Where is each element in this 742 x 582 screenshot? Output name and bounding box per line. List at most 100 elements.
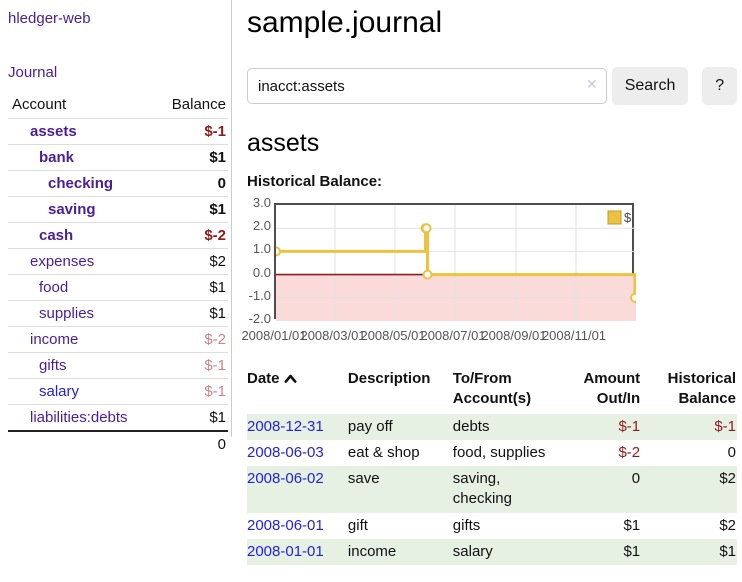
y-axis-tick-label: 3.0 xyxy=(252,195,271,210)
accounts-column-header: To/From Account(s) xyxy=(452,370,532,408)
transaction-accounts: gifts xyxy=(452,516,481,534)
account-balance: $-2 xyxy=(154,222,228,249)
sidebar-account-row: salary $-1 xyxy=(8,378,228,405)
x-axis-tick-label: 2008/03/01 xyxy=(300,328,366,343)
transaction-amount: 0 xyxy=(631,470,641,487)
transaction-amount: $1 xyxy=(623,542,641,560)
x-axis-tick-label: 2008/01/01 xyxy=(241,328,307,343)
transaction-date-link[interactable]: 2008-01-01 xyxy=(247,542,324,560)
transaction-description: gift xyxy=(347,516,368,534)
transaction-date-link[interactable]: 2008-12-31 xyxy=(247,417,324,435)
transaction-balance: 0 xyxy=(727,443,736,461)
register-row: 2008-01-01 income salary $1 $1 xyxy=(247,538,737,565)
transaction-balance: $2 xyxy=(719,516,736,534)
y-axis-tick-label: 0.0 xyxy=(252,264,271,280)
register-table: Date Description To/From Account(s) Amou… xyxy=(247,367,737,565)
account-balance: $1 xyxy=(209,409,226,426)
chart-legend-label: $ xyxy=(624,210,632,225)
sidebar-account-row: assets $-1 xyxy=(8,118,228,145)
date-column-header[interactable]: Date xyxy=(247,367,344,414)
transaction-accounts: saving, checking xyxy=(452,470,512,508)
sidebar-account-row: income $-2 xyxy=(8,326,228,353)
account-heading: assets xyxy=(247,129,320,157)
accounts-table-body: assets $-1 bank $1 checking 0 saving $1 … xyxy=(8,118,228,432)
register-table-body: 2008-12-31 pay off debts $-1 $-1 2008-06… xyxy=(247,413,737,565)
app-title-link[interactable]: hledger-web xyxy=(8,10,91,27)
sidebar: hledger-web Journal Account Balance asse… xyxy=(0,0,232,457)
account-link[interactable]: checking xyxy=(48,175,114,192)
page-title: sample.journal xyxy=(247,6,443,39)
description-column-header: Description xyxy=(347,370,431,387)
register-row: 2008-06-02 save saving, checking 0 $2 xyxy=(247,466,737,513)
sidebar-item-journal[interactable]: Journal xyxy=(8,64,58,81)
main-content: sample.journal ✕ Search ? assets Histori… xyxy=(241,0,737,565)
transaction-balance: $2 xyxy=(719,470,736,487)
clear-search-icon[interactable]: ✕ xyxy=(585,76,598,92)
transaction-balance: $-1 xyxy=(714,417,736,435)
register-header-row: Date Description To/From Account(s) Amou… xyxy=(247,367,737,414)
account-link[interactable]: bank xyxy=(39,149,75,166)
x-axis-tick-label: 2008/05/01 xyxy=(360,328,426,343)
accounts-column-header: Account xyxy=(8,94,155,119)
transaction-date-link[interactable]: 2008-06-02 xyxy=(247,470,324,487)
account-link[interactable]: assets xyxy=(30,123,77,140)
account-link[interactable]: salary xyxy=(39,383,80,400)
sidebar-account-row: checking 0 xyxy=(8,170,228,197)
search-form: ✕ Search ? xyxy=(247,67,737,105)
chart-title: Historical Balance: xyxy=(247,173,383,190)
x-axis-tick-label: 2008/11/01 xyxy=(541,328,607,343)
chart-plot-area: $ xyxy=(274,203,636,321)
transaction-amount: $-1 xyxy=(618,417,641,435)
account-balance: $1 xyxy=(154,144,228,171)
account-balance: $-1 xyxy=(154,378,228,405)
sidebar-account-row: liabilities:debts $1 xyxy=(8,405,228,432)
transaction-description: eat & shop xyxy=(347,443,420,461)
account-balance: $-1 xyxy=(154,118,228,145)
balance-column-header: Historical Balance xyxy=(667,370,736,408)
sidebar-account-row: bank $1 xyxy=(8,144,228,171)
sidebar-account-row: gifts $-1 xyxy=(8,352,228,379)
account-balance: $2 xyxy=(154,248,228,275)
account-balance: $-1 xyxy=(154,352,228,379)
historical-balance-chart: $ 3.0 2.0 1.0 0.0 -1.0 -2.0 2008/01/01 2008/03/… xyxy=(241,196,737,351)
y-axis-tick-label: 2.0 xyxy=(252,218,271,234)
amount-column-header: Amount Out/In xyxy=(583,370,641,408)
transaction-date-link[interactable]: 2008-06-01 xyxy=(247,516,324,534)
balance-column-header: Balance xyxy=(154,94,228,119)
sort-ascending-icon xyxy=(284,374,297,383)
y-axis-tick-label: 1.0 xyxy=(252,241,271,257)
register-row: 2008-12-31 pay off debts $-1 $-1 xyxy=(247,413,737,440)
search-input[interactable] xyxy=(247,68,607,104)
transaction-accounts: debts xyxy=(452,417,490,435)
y-axis-tick-label: -2.0 xyxy=(248,311,271,326)
account-link[interactable]: cash xyxy=(39,227,74,244)
transaction-description: income xyxy=(347,542,397,560)
transaction-accounts: salary xyxy=(452,542,493,560)
y-axis-tick-label: -1.0 xyxy=(248,287,271,303)
account-balance: $1 xyxy=(154,274,228,301)
account-link[interactable]: expenses xyxy=(30,253,95,270)
account-link[interactable]: saving xyxy=(48,201,96,218)
transaction-description: pay off xyxy=(347,417,393,435)
account-link[interactable]: food xyxy=(39,279,69,296)
account-link[interactable]: supplies xyxy=(39,305,95,322)
account-link[interactable]: income xyxy=(30,331,79,348)
transaction-amount: $-2 xyxy=(618,443,641,461)
transaction-date-link[interactable]: 2008-06-03 xyxy=(247,443,324,461)
account-link[interactable]: liabilities:debts xyxy=(30,409,128,426)
transaction-accounts: food, supplies xyxy=(452,443,546,461)
search-field-wrapper: ✕ xyxy=(247,68,607,104)
account-balance: $1 xyxy=(154,196,228,223)
sidebar-account-row: cash $-2 xyxy=(8,222,228,249)
account-balance: $-2 xyxy=(154,326,228,353)
account-balance: 0 xyxy=(154,170,228,197)
account-link[interactable]: gifts xyxy=(39,357,67,374)
transaction-balance: $1 xyxy=(719,542,736,560)
sidebar-account-row: supplies $1 xyxy=(8,300,228,327)
help-button[interactable]: ? xyxy=(702,67,737,105)
sidebar-account-row: saving $1 xyxy=(8,196,228,223)
search-button[interactable]: Search xyxy=(611,67,689,105)
x-axis-tick-label: 2008/07/01 xyxy=(420,328,486,343)
transaction-description: save xyxy=(347,470,380,487)
